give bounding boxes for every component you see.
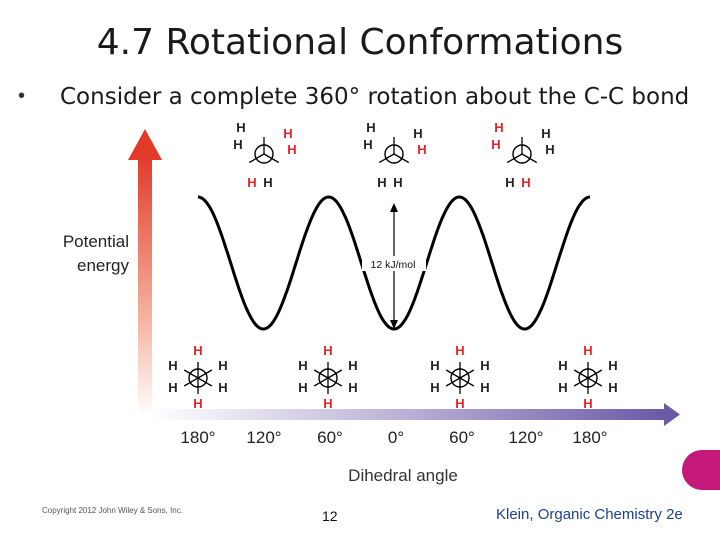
- corner-tab-decoration: [682, 450, 720, 490]
- x-tick-label: 120°: [246, 428, 281, 447]
- x-axis-arrow-shaft: [150, 409, 666, 420]
- barrier-arrowhead-top: [390, 203, 398, 212]
- page-number: 12: [322, 508, 338, 524]
- hydrogen-label: H: [608, 380, 617, 395]
- x-tick-label: 60°: [449, 428, 475, 447]
- bullet-marker: •: [18, 85, 26, 107]
- newman-staggered-2: HHH HH H: [298, 343, 357, 411]
- y-axis-label-line1: Potential: [63, 232, 129, 251]
- bond: [183, 377, 199, 387]
- barrier-arrowhead-bottom: [390, 320, 398, 329]
- slide-title: 4.7 Rotational Conformations: [96, 22, 624, 63]
- bond: [445, 369, 461, 379]
- bond: [393, 153, 410, 164]
- y-axis-arrow-shaft: [138, 155, 152, 417]
- newman-staggered-3: HHH HH H: [430, 343, 489, 411]
- hydrogen-label: H: [377, 175, 386, 190]
- y-axis-label-line2: energy: [77, 256, 129, 275]
- x-tick-label: 180°: [572, 428, 607, 447]
- citation-edition: 2e: [666, 506, 683, 523]
- bond: [313, 369, 329, 379]
- hydrogen-label: H: [233, 137, 242, 152]
- hydrogen-label: H: [505, 175, 514, 190]
- bond: [587, 377, 603, 387]
- hydrogen-label: H: [480, 380, 489, 395]
- hydrogen-label: H: [263, 175, 272, 190]
- bond: [459, 369, 475, 379]
- bond: [506, 153, 523, 164]
- hydrogen-label: H: [583, 343, 592, 358]
- hydrogen-label: H: [491, 137, 500, 152]
- hydrogen-label: H: [287, 142, 296, 157]
- citation: Klein, Organic Chemistry 2e: [496, 506, 683, 523]
- x-axis-label: Dihedral angle: [348, 466, 458, 485]
- hydrogen-label: H: [366, 120, 375, 135]
- hydrogen-label: H: [430, 380, 439, 395]
- hydrogen-label: H: [363, 137, 372, 152]
- bond: [197, 377, 213, 387]
- hydrogen-label: H: [413, 126, 422, 141]
- hydrogen-label: H: [193, 343, 202, 358]
- bond: [378, 153, 395, 164]
- bond: [521, 153, 538, 164]
- hydrogen-label: H: [236, 120, 245, 135]
- hydrogen-label: H: [430, 358, 439, 373]
- x-tick-label: 60°: [317, 428, 343, 447]
- hydrogen-label: H: [583, 396, 592, 411]
- bond: [573, 369, 589, 379]
- x-tick-label: 120°: [508, 428, 543, 447]
- bond: [445, 377, 461, 387]
- copyright-notice: Copyright 2012 John Wiley & Sons, Inc.: [42, 506, 183, 515]
- citation-main: Klein, Organic Chemistry: [496, 506, 667, 523]
- hydrogen-label: H: [480, 358, 489, 373]
- hydrogen-label: H: [558, 380, 567, 395]
- bond: [459, 377, 475, 387]
- hydrogen-label: H: [247, 175, 256, 190]
- hydrogen-label: H: [417, 142, 426, 157]
- hydrogen-label: H: [541, 126, 550, 141]
- bond: [327, 369, 343, 379]
- x-tick-label: 0°: [388, 428, 404, 447]
- hydrogen-label: H: [393, 175, 402, 190]
- bond: [263, 153, 280, 164]
- bond: [327, 377, 343, 387]
- newman-eclipsed-1: H HH HH H: [233, 120, 296, 190]
- x-axis-arrow-head: [664, 403, 680, 426]
- newman-staggered-1: HHH HH H: [168, 343, 227, 411]
- hydrogen-label: H: [494, 120, 503, 135]
- bond: [248, 153, 265, 164]
- newman-staggered-4: HHH HH H: [558, 343, 617, 411]
- hydrogen-label: H: [298, 358, 307, 373]
- hydrogen-label: H: [283, 126, 292, 141]
- hydrogen-label: H: [608, 358, 617, 373]
- hydrogen-label: H: [218, 358, 227, 373]
- hydrogen-label: H: [545, 142, 554, 157]
- hydrogen-label: H: [298, 380, 307, 395]
- bond: [573, 377, 589, 387]
- hydrogen-label: H: [323, 343, 332, 358]
- hydrogen-label: H: [323, 396, 332, 411]
- newman-eclipsed-2: H HH HH H: [363, 120, 426, 190]
- hydrogen-label: H: [168, 358, 177, 373]
- bond: [183, 369, 199, 379]
- hydrogen-label: H: [558, 358, 567, 373]
- bond: [313, 377, 329, 387]
- hydrogen-label: H: [168, 380, 177, 395]
- hydrogen-label: H: [455, 343, 464, 358]
- bond: [197, 369, 213, 379]
- hydrogen-label: H: [218, 380, 227, 395]
- hydrogen-label: H: [348, 358, 357, 373]
- hydrogen-label: H: [193, 396, 202, 411]
- hydrogen-label: H: [455, 396, 464, 411]
- hydrogen-label: H: [521, 175, 530, 190]
- y-axis-arrow-head: [128, 129, 162, 160]
- bond: [587, 369, 603, 379]
- barrier-label: 12 kJ/mol: [371, 259, 416, 271]
- x-tick-label: 180°: [180, 428, 215, 447]
- hydrogen-label: H: [348, 380, 357, 395]
- newman-eclipsed-3: H HH HH H: [491, 120, 554, 190]
- bullet-text: Consider a complete 360° rotation about …: [60, 84, 690, 110]
